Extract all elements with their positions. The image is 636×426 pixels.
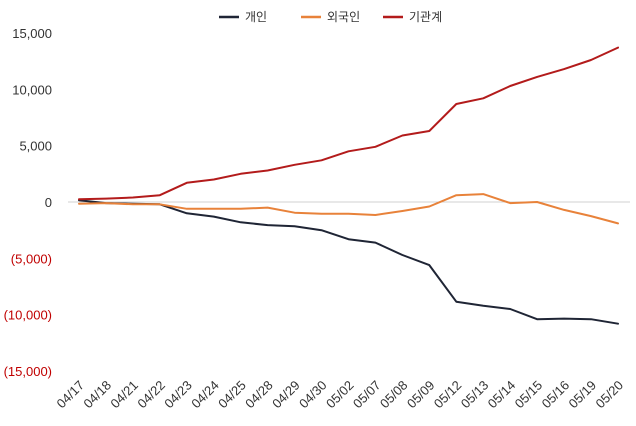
series-line-1 xyxy=(78,199,619,325)
y-tick-label: (5,000) xyxy=(11,251,52,266)
x-tick-label: 04/18 xyxy=(80,378,114,412)
x-tick-label: 05/08 xyxy=(377,378,411,412)
x-tick-label: 05/15 xyxy=(512,378,546,412)
series-group xyxy=(78,46,619,325)
x-tick-label: 04/29 xyxy=(269,378,303,412)
x-tick-label: 05/19 xyxy=(566,378,600,412)
x-tick-label: 05/14 xyxy=(485,378,519,412)
y-tick-label: 5,000 xyxy=(19,139,52,154)
y-tick-label: 10,000 xyxy=(12,82,52,97)
y-tick-label: (15,000) xyxy=(4,364,52,379)
x-tick-label: 05/20 xyxy=(593,378,627,412)
x-tick-label: 05/13 xyxy=(458,378,492,412)
x-tick-label: 04/25 xyxy=(215,378,249,412)
x-tick-label: 05/09 xyxy=(404,378,438,412)
x-tick-label: 05/12 xyxy=(431,378,465,412)
series-line-2 xyxy=(78,193,619,225)
legend-label-1: 개인 xyxy=(245,10,267,24)
y-axis: 15,000 10,000 5,000 0 (5,000) (10,000) (15,000… xyxy=(4,26,52,379)
x-tick-label: 04/22 xyxy=(134,378,168,412)
x-tick-label: 04/24 xyxy=(188,378,222,412)
x-tick-label: 05/07 xyxy=(350,378,384,412)
x-tick-label: 04/30 xyxy=(296,378,330,412)
x-axis: 04/1704/1804/2104/2204/2304/2404/2504/28… xyxy=(54,378,627,412)
y-tick-label: 0 xyxy=(45,195,52,210)
series-line-3 xyxy=(78,46,619,201)
x-tick-label: 04/28 xyxy=(242,378,276,412)
legend: 개인 외국인 기관계 xyxy=(219,10,442,24)
x-tick-label: 05/02 xyxy=(323,378,357,412)
legend-label-2: 외국인 xyxy=(327,10,360,24)
legend-label-3: 기관계 xyxy=(409,10,442,24)
x-tick-label: 04/23 xyxy=(161,378,195,412)
x-tick-label: 04/17 xyxy=(54,378,88,412)
y-tick-label: (10,000) xyxy=(4,308,52,323)
y-tick-label: 15,000 xyxy=(12,26,52,41)
x-tick-label: 04/21 xyxy=(107,378,141,412)
x-tick-label: 05/16 xyxy=(539,378,573,412)
